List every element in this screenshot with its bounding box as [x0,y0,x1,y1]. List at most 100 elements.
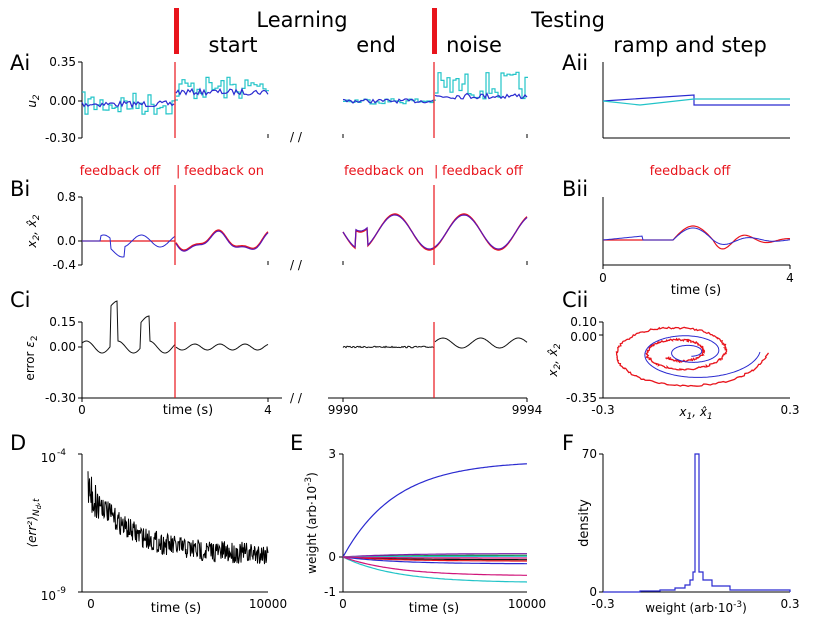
feedback-off-right: feedback off [442,164,524,179]
testing-title: Testing [530,8,605,32]
panel-label-Bi: Bi [10,177,30,201]
Bi-ytick-2: -0.4 [53,258,76,272]
ramp-step-title: ramp and step [613,33,767,57]
feedback-on-left: feedback on [184,164,264,179]
learning-title: Learning [256,8,347,32]
chart-D: 10 -4 10 -9 ⟨err²⟩Nd,t 0 10000 time (s) [25,448,287,616]
Ci-ytick-2: -0.30 [45,391,76,405]
Bi-ytick-0: 0.8 [57,190,76,204]
end-title: end [356,33,396,57]
Bi-x2hat-line-left [82,234,176,258]
F-ytick-1: 0 [589,585,597,599]
panel-label-F: F [562,431,574,455]
chart-Aii [602,62,790,139]
D-ytick-0-exp: -4 [57,448,66,458]
E-xtick-1: 10000 [508,597,546,611]
Ci-axis-break: / / [290,391,303,405]
chart-Bi: 0.8 0.0 -0.4 x2, x̂2 / / [25,185,528,272]
Ci-xtick-3: 9994 [512,403,543,417]
Bii-x2-line [603,225,791,250]
F-xtick-1: 0.3 [780,597,799,611]
panel-label-Cii: Cii [562,288,588,312]
Cii-phase-blue [644,335,761,378]
panel-label-E: E [290,431,303,455]
Ai-u2hat-line-left [81,87,269,109]
Bii-x2hat-line [602,227,791,246]
Ci-ytick-0: 0.15 [49,315,76,329]
Ai-u2hat-line-right [342,92,528,105]
E-ytick-0: 3 [328,447,336,461]
chart-Bii: 0 4 time (s) [599,197,794,298]
E-ytick-1: 0 [328,550,336,564]
F-xtick-0: -0.3 [591,597,614,611]
Ci-xtick-2: 9990 [328,403,359,417]
Bi-x2hat-line-right [175,214,528,252]
chart-E: 3 0 -1 weight (arb·10-3) 0 10000 time (s… [304,447,546,616]
Ci-xtick-1: 4 [264,403,272,417]
D-ytick-0-base: 10 [41,451,56,465]
Ai-ytick-2: -0.30 [45,131,76,145]
E-weight-line [342,556,527,562]
Cii-xlabel: x1, x̂1 [678,405,712,422]
E-weight-line [342,556,527,576]
feedback-off-test: feedback off [650,164,732,179]
E-weight-line [342,553,527,558]
Ci-error-line-left [81,300,269,354]
Bii-xlabel: time (s) [671,283,721,298]
feedback-on-left-bar: | [176,164,180,179]
chart-Cii: 0.10 0.00 -0.35 -0.3 0.3 x1, x̂1 x2, x̂2 [546,315,800,422]
Cii-ytick-0: 0.10 [570,315,597,329]
F-ytick-0: 70 [582,447,597,461]
Cii-ytick-2: -0.35 [566,391,597,405]
panel-label-D: D [10,431,26,455]
D-ytick-1-exp: -9 [57,586,66,596]
learning-marker [174,8,179,54]
Ai-ylabel: u2 [25,94,42,108]
panel-label-Bii: Bii [562,177,588,201]
Cii-xtick-1: 0.3 [780,403,799,417]
F-ylabel: density [577,499,592,547]
Ci-error-line-right [342,337,528,349]
E-xtick-0: 0 [339,597,347,611]
D-ylabel: ⟨err²⟩Nd,t [25,498,43,547]
chart-Ai: 0.35 0.00 -0.30 u2 / / [25,55,528,145]
D-xtick-0: 0 [87,597,95,611]
noise-title: noise [446,33,502,57]
chart-Ci: / / 0.15 0.00 -0.30 error ε2 0 4 9990 99… [23,300,543,418]
Ci-xtick-0: 0 [78,403,86,417]
Ai-axis-break: / / [290,130,303,144]
testing-marker [432,8,437,54]
feedback-off-left: feedback off [80,164,162,179]
panel-label-Aii: Aii [562,51,588,75]
F-xlabel: weight (arb·10-3) [645,600,747,615]
Ai-u2-line-right [343,71,528,105]
Ai-ytick-0: 0.35 [49,55,76,69]
Bi-ytick-1: 0.0 [57,234,76,248]
Bi-axis-break: / / [290,258,303,272]
Cii-ytick-1: 0.00 [570,330,597,344]
panel-label-Ci: Ci [10,288,31,312]
D-xlabel: time (s) [151,601,201,616]
Ci-xlabel: time (s) [163,403,213,418]
E-weight-line [342,463,528,558]
feedback-off-right-bar: | [434,164,438,179]
Cii-phase-red [615,326,770,387]
E-weight-line [342,556,528,583]
start-title: start [209,33,258,57]
panel-label-Ai: Ai [10,51,30,75]
Aii-step-line [602,98,790,106]
E-xlabel: time (s) [409,601,459,616]
E-weight-line [343,556,527,559]
feedback-on-right: feedback on [344,164,424,179]
Ci-ylabel: error ε2 [23,335,40,380]
D-error-trace [87,471,269,565]
chart-F: 70 0 density -0.3 0.3 weight (arb·10-3) [577,447,800,615]
Aii-ramp-line [602,94,790,106]
F-weight-histogram [603,453,791,593]
D-xtick-1: 10000 [249,597,287,611]
Bi-ylabel: x2, x̂2 [25,214,42,249]
E-weight-line [343,555,527,558]
E-weight-line [342,556,527,565]
Bii-xtick-1: 4 [786,271,794,285]
